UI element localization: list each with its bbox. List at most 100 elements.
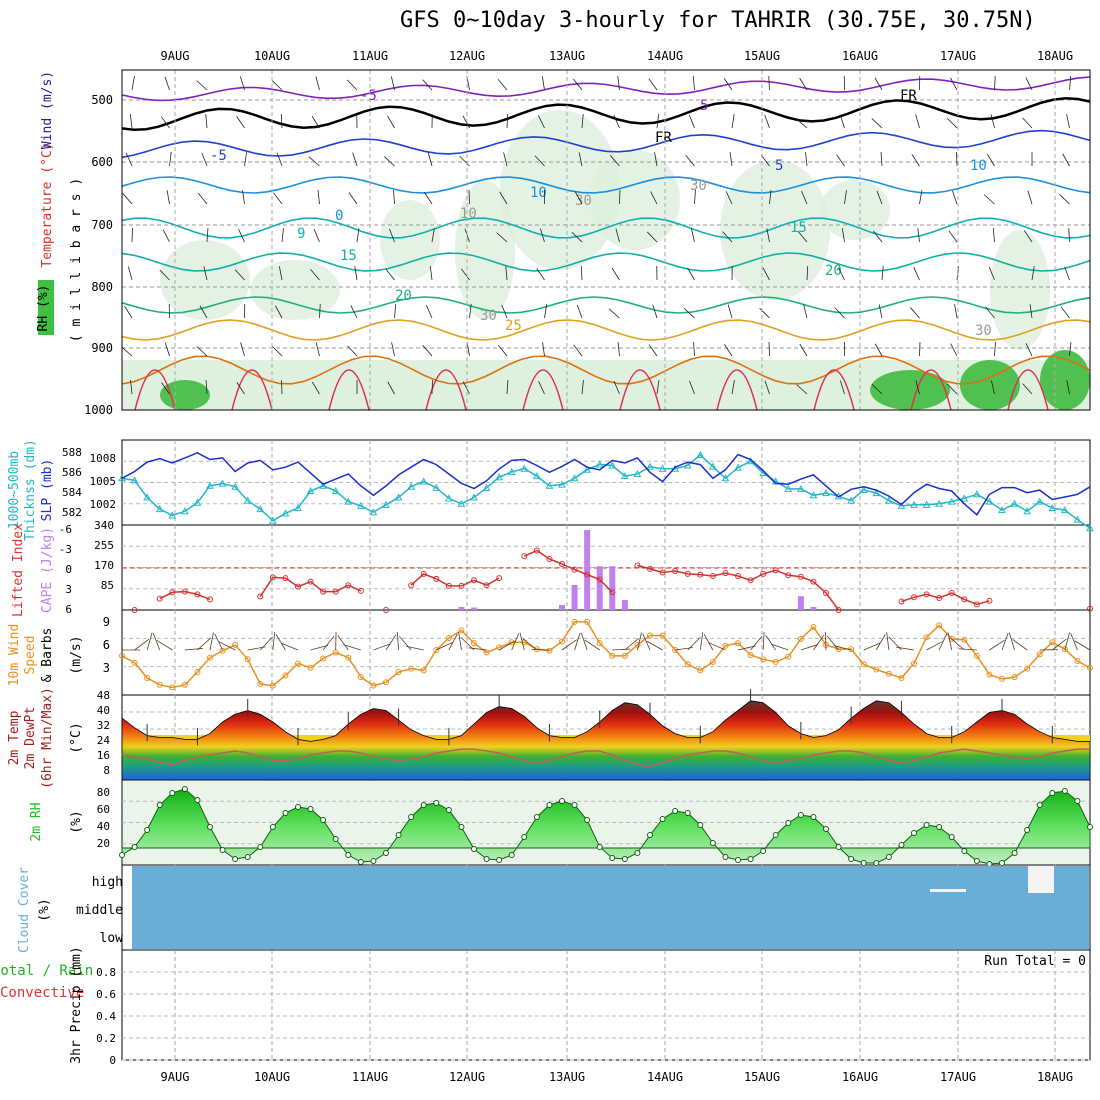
rh2m-marker [760,848,767,854]
temp-tick-label: 16 [97,749,110,762]
lifted-index-series-marker [420,570,427,577]
wind-speed-series-marker [357,674,364,681]
wind-barb [805,152,808,167]
thickness-series-marker [721,474,730,482]
wind-speed-series-marker [697,667,704,674]
wind10-barb [522,638,538,651]
wind10-barb [337,635,349,651]
wind-barb [581,380,584,395]
wind-speed-series-marker [559,638,565,645]
rh2m-marker [772,832,779,838]
rh2m-marker [911,830,917,836]
rh2m-marker [596,844,603,850]
rh2m-marker [546,802,553,808]
wind10m-panel [121,609,1091,696]
wind-speed-series-marker [1061,646,1068,653]
rh2m-marker [810,814,817,820]
rh2m-marker [735,857,741,863]
rh2m-marker [320,817,327,823]
wind-barb [161,382,170,395]
wind-axis-label: Wind (m/s) [40,71,55,149]
wind-speed-series-marker [546,647,553,654]
wind10-barb [1052,638,1067,651]
rh2m-marker [533,814,540,820]
temp2m-label-2: 2m DewPt [23,707,38,770]
thickness-series-marker [922,500,931,508]
date-label-top: 10AUG [254,49,290,63]
cloud-level-label: high [92,875,123,890]
wind-barb [499,191,508,205]
cape-bar [571,585,578,610]
wind10-barb [642,633,651,651]
thickness-series-marker [696,450,705,458]
thickness-series-marker [419,477,428,485]
surface-isotherm-spike [522,369,564,411]
wind10-barb [699,632,704,651]
wind-barb [196,80,208,91]
lifted-tick-label: 3 [65,583,72,596]
wind-barb [727,304,733,319]
thickness-series-marker [847,496,855,504]
wind-speed-series-marker [219,647,226,654]
wind-barb [797,231,808,243]
date-label-bottom: 10AUG [254,1070,290,1084]
humidity-patch [720,160,830,300]
wind10-barb [343,644,361,651]
wind-speed-series-marker [471,640,477,647]
thickness-series-marker [960,494,969,502]
wind10-barb [750,635,763,651]
thickness-series-marker [369,508,378,516]
rh2m-marker [144,827,151,833]
wind-barb [871,118,883,129]
wind-barb [122,193,133,205]
date-label-top: 11AUG [352,49,388,63]
wind-speed-series-marker [244,656,251,663]
lifted-index-series-marker [659,569,666,576]
wind-barb [871,383,883,395]
rh2m-marker [697,822,704,828]
rh2m-marker [383,850,389,856]
thickness-series-marker [1010,499,1019,507]
thickness-series-marker [998,506,1006,514]
wind10-barb [373,643,391,651]
wind-barb [803,304,808,319]
wind10-barb [406,645,424,651]
date-label-bottom: 17AUG [940,1070,976,1084]
wind-barb [990,380,995,395]
slp-tick-label: 1008 [90,452,117,465]
wind-barb [650,191,658,205]
thickness-series-marker [143,493,151,501]
wind-barb [308,156,320,167]
wind-barb [311,381,320,395]
wind-barb [683,308,695,319]
thickness-series-marker [155,505,164,513]
rh2m-marker [257,844,264,850]
rh2m-marker [1074,798,1081,804]
dewpoint-series [121,748,1090,768]
thickness-series-marker [935,499,943,507]
date-label-bottom: 16AUG [842,1070,878,1084]
wind-speed-series-marker [269,682,276,689]
thickness-series-marker [621,472,629,480]
wind-barb [1066,380,1070,395]
wind-barb [497,79,508,91]
contour-label: 5 [775,158,783,174]
thickness-tick-label: 586 [62,466,82,479]
wind-barb [954,304,958,319]
wind-barb [464,228,470,243]
lifted-index-series-marker [948,590,955,596]
wind-barb [424,192,433,205]
lifted-index-series-marker [194,591,201,598]
surface-isotherm-spike [425,369,467,411]
wind-barb [385,268,395,281]
wind-barb [1022,383,1033,395]
wind-barb [983,194,995,205]
wind-barb [613,380,620,395]
wind-barb [542,342,545,357]
rh2m-marker [747,856,754,862]
pressure-tick-label: 500 [91,93,113,107]
contour-label: 30 [690,178,707,194]
wind-barb [617,342,620,357]
wind-barb [646,231,658,243]
